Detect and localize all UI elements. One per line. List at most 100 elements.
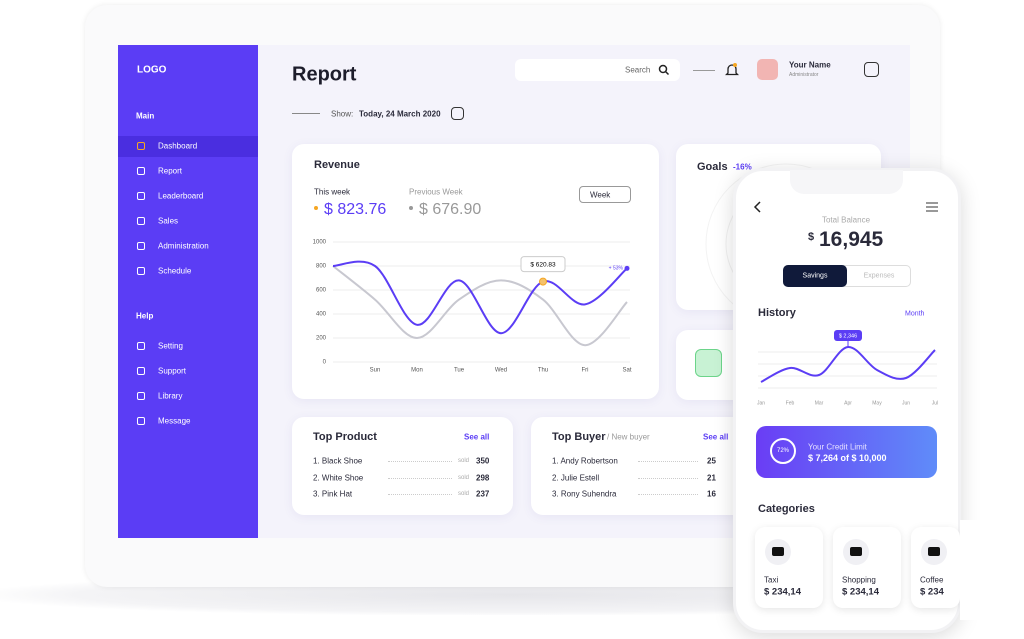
avatar[interactable] xyxy=(757,59,778,80)
menu-item[interactable]: Library xyxy=(158,391,183,401)
x-tick-label: Tue xyxy=(454,368,465,374)
menu-item[interactable]: Schedule xyxy=(158,266,192,276)
credit-percent: 72% xyxy=(776,448,790,454)
date-dropdown[interactable] xyxy=(451,107,464,120)
balance-label: Total Balance xyxy=(821,215,871,225)
tab[interactable]: Savings xyxy=(802,272,828,280)
balance-value: 16,945 xyxy=(819,228,884,251)
category-name: Shopping xyxy=(842,575,876,585)
category-icon-glyph xyxy=(850,547,862,556)
section-title: Help xyxy=(136,311,154,321)
x-tick-label: Thu xyxy=(538,368,548,374)
menu-icon xyxy=(137,417,145,425)
buyer-count: 21 xyxy=(707,473,716,482)
menu-item[interactable]: Sales xyxy=(158,216,179,226)
x-tick-label: Sun xyxy=(370,368,381,374)
card-title: Top Product xyxy=(313,431,377,443)
credit-value: $ 7,264 of $ 10,000 xyxy=(808,453,887,463)
menu-item[interactable]: Administration xyxy=(158,241,209,251)
legend-dot xyxy=(314,206,318,210)
logo: LOGO xyxy=(137,64,167,76)
phone-edge-cover xyxy=(960,520,1024,620)
y-tick-label: 0 xyxy=(323,360,327,366)
sidebar xyxy=(118,45,258,538)
page-title: Report xyxy=(292,63,357,86)
menu-icon xyxy=(137,217,145,225)
date: Today, 24 March 2020 xyxy=(359,109,441,119)
buyer-name: 1. Andy Robertson xyxy=(552,456,618,466)
y-tick-label: 200 xyxy=(316,336,327,342)
active-item-bg xyxy=(118,136,258,157)
x-tick-label: Feb xyxy=(786,400,795,406)
menu-icon xyxy=(137,342,145,350)
bell-icon[interactable] xyxy=(725,62,739,78)
tab-active-bg xyxy=(783,265,847,287)
change-label: + 53% xyxy=(609,266,624,272)
end-point xyxy=(624,265,630,271)
tab[interactable]: Expenses xyxy=(863,272,895,280)
goals-change: -16% xyxy=(733,162,752,172)
x-tick-label: Jun xyxy=(902,400,910,406)
tooltip-box xyxy=(520,256,566,273)
menu-icon xyxy=(137,367,145,375)
x-tick-label: Apr xyxy=(844,400,852,406)
sold-label: sold xyxy=(458,491,470,497)
menu-item[interactable]: Setting xyxy=(158,341,183,351)
menu-item[interactable]: Report xyxy=(158,166,183,176)
menu-item[interactable]: Support xyxy=(158,366,187,376)
user-menu-button[interactable] xyxy=(864,62,879,77)
menu-item[interactable]: Leaderboard xyxy=(158,191,204,201)
y-tick-label: 1000 xyxy=(313,240,327,246)
credit-label: Your Credit Limit xyxy=(808,442,867,452)
buyer-name: 2. Julie Estell xyxy=(552,473,600,482)
credit-ring xyxy=(770,438,796,464)
menu-item[interactable]: Message xyxy=(158,416,191,426)
y-tick-label: 600 xyxy=(316,288,327,294)
menu-icon xyxy=(137,267,145,275)
top-product-card xyxy=(292,417,513,515)
divider xyxy=(292,113,320,114)
see-all-link[interactable]: See all xyxy=(703,432,729,442)
menu-item[interactable]: Dashboard xyxy=(158,141,198,151)
phone-notch xyxy=(790,170,903,194)
category-amount: $ 234,14 xyxy=(764,586,801,598)
buyer-name: 3. Rony Suhendra xyxy=(552,489,617,499)
balance-currency: $ xyxy=(808,231,815,243)
menu-icon xyxy=(137,242,145,250)
search-icon[interactable] xyxy=(658,64,670,76)
x-tick-label: Jul xyxy=(932,400,938,406)
product-name: 1. Black Shoe xyxy=(313,456,363,466)
card-title: Top Buyer xyxy=(552,431,606,443)
this-week-label: This week xyxy=(314,187,351,197)
card-subtitle: / New buyer xyxy=(607,432,650,442)
dotted-line xyxy=(388,461,452,462)
show-label: Show: xyxy=(331,109,354,119)
period-dropdown[interactable] xyxy=(579,186,631,203)
top-buyer-card xyxy=(531,417,761,515)
tooltip-text: $ 620.83 xyxy=(530,261,556,268)
category-amount: $ 234 xyxy=(920,586,944,598)
x-tick-label: May xyxy=(872,400,882,406)
menu-icon xyxy=(137,192,145,200)
x-tick-label: Mar xyxy=(815,400,824,406)
history-chart: Jan Feb Mar Apr May Jun Jul $ 2,346 xyxy=(757,330,938,406)
line xyxy=(332,260,628,335)
search-box[interactable] xyxy=(515,59,680,81)
sold-value: 350 xyxy=(476,456,490,466)
card-title: Revenue xyxy=(314,159,360,171)
user-name: Your Name xyxy=(789,60,831,70)
sold-label: sold xyxy=(458,474,470,481)
buyer-count: 25 xyxy=(707,456,716,466)
see-all-link[interactable]: See all xyxy=(464,432,490,442)
history-period[interactable]: Month xyxy=(905,310,925,318)
x-tick-label: Mon xyxy=(411,368,423,374)
revenue-chart: 0 200 400 600 800 1000 Sun Mon Tue Wed Thu Fri Sat $ … xyxy=(313,240,632,374)
tooltip-box xyxy=(834,330,862,341)
x-tick-label: Sat xyxy=(622,368,631,374)
previous-week-label: Previous Week xyxy=(409,187,463,197)
category-card[interactable] xyxy=(755,527,823,608)
y-tick-label: 800 xyxy=(316,264,327,270)
dotted-line xyxy=(638,477,698,479)
dotted-line xyxy=(638,494,698,495)
category-card[interactable] xyxy=(833,527,901,608)
